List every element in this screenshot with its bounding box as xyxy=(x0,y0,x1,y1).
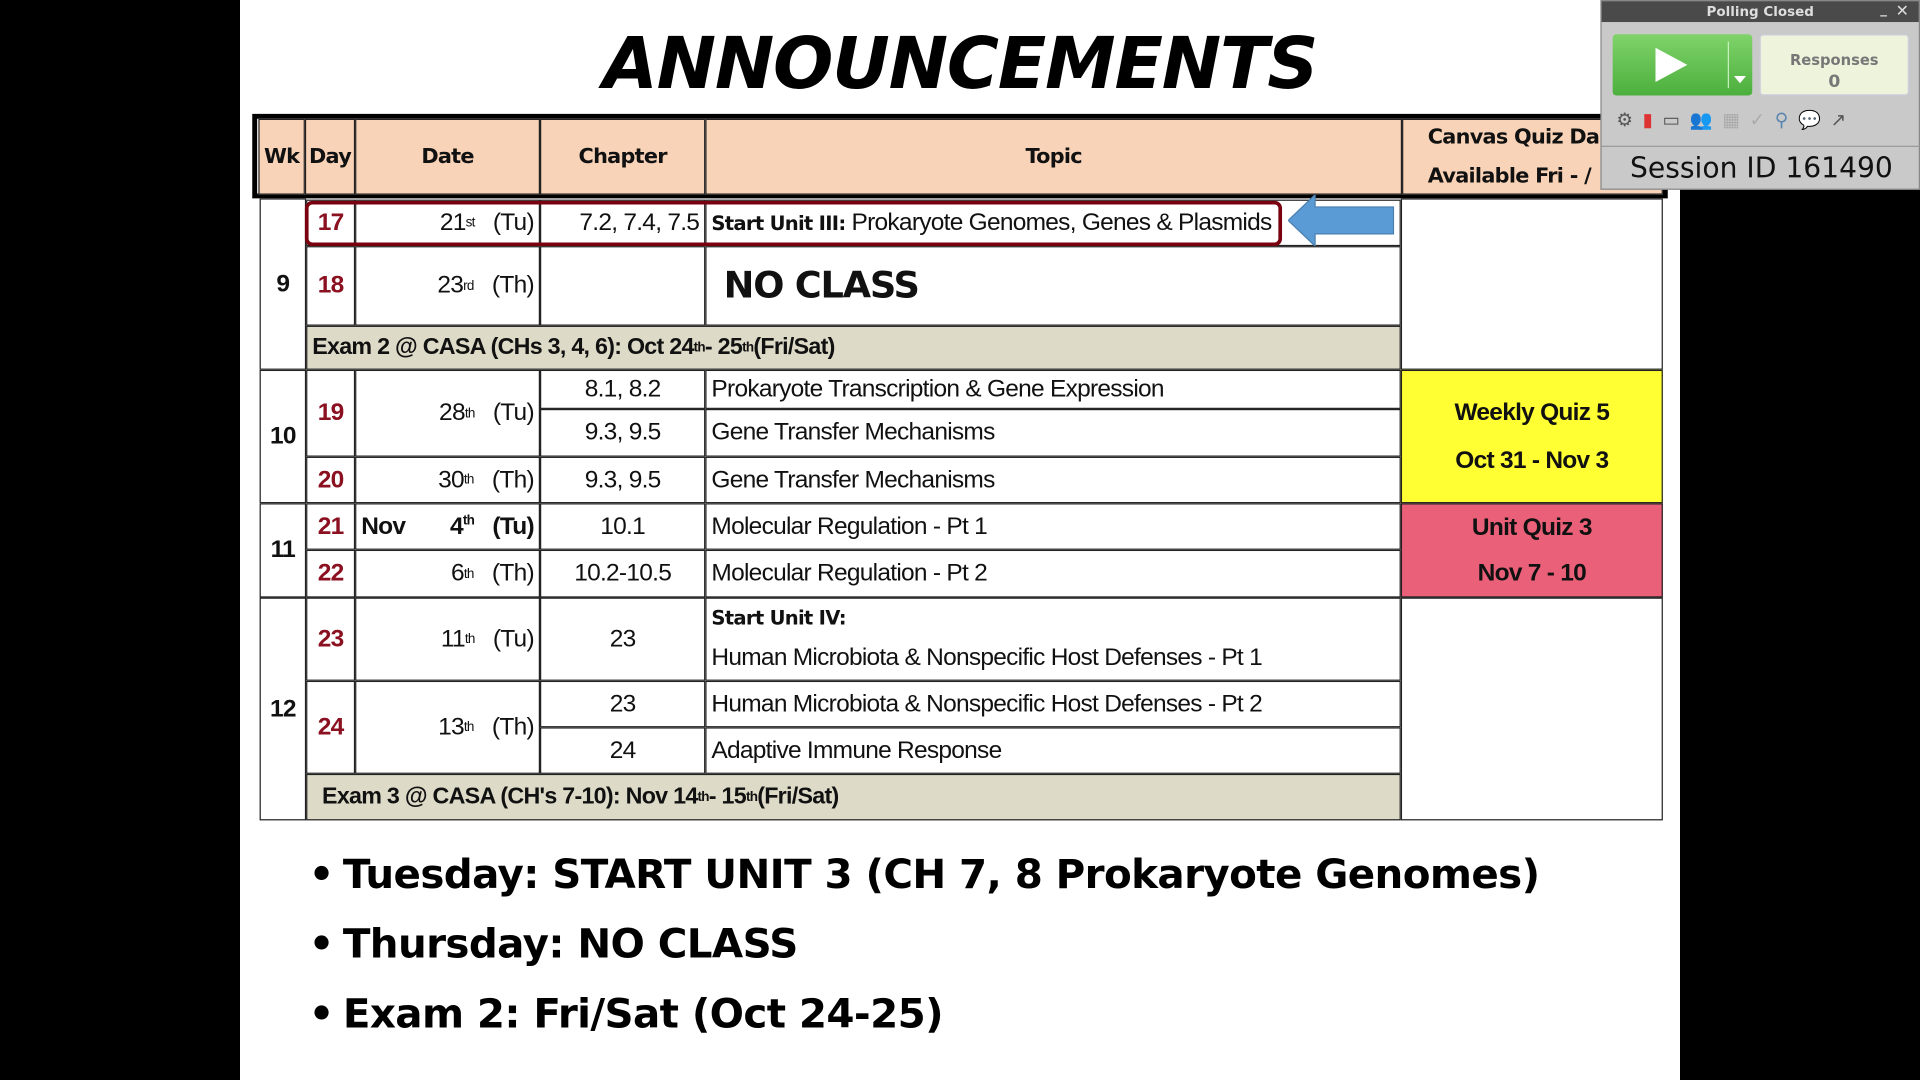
day-cell: 20 xyxy=(306,456,356,504)
header-canvas-line2: Available Fri - / xyxy=(1427,164,1592,189)
topic-cell: Start Unit III: Prokaryote Genomes, Gene… xyxy=(705,199,1401,247)
chat-icon[interactable]: 💬 xyxy=(1797,110,1821,132)
header-date: Date xyxy=(355,118,541,195)
header-chapter: Chapter xyxy=(540,118,706,195)
header-canvas-line1: Canvas Quiz Da xyxy=(1427,124,1600,150)
arrow-left-icon xyxy=(1288,194,1395,247)
chapter-cell xyxy=(540,246,706,326)
day-cell: 23 xyxy=(306,597,356,681)
presentation-icon[interactable]: ▭ xyxy=(1662,110,1680,132)
chapter-cell: 23 xyxy=(540,597,706,681)
topic-cell: Prokaryote Transcription & Gene Expressi… xyxy=(705,369,1401,409)
close-button[interactable]: ✕ xyxy=(1895,2,1909,21)
date-cell: Nov 4th (Tu) xyxy=(355,503,541,550)
polling-widget: Polling Closed _ ✕ Responses 0 ⚙ ▮ ▭ 👥 ▦ … xyxy=(1600,0,1920,190)
unit-quiz-3-cell: Unit Quiz 3 Nov 7 - 10 xyxy=(1400,503,1663,598)
chapter-cell: 24 xyxy=(540,727,706,774)
bar-chart-icon[interactable]: ▮ xyxy=(1642,110,1653,132)
day-cell: 17 xyxy=(306,199,356,247)
day-cell: 18 xyxy=(306,246,356,326)
wk-cell: 9 xyxy=(259,198,307,370)
uniform-icon[interactable]: ⚲ xyxy=(1774,110,1789,132)
topic-cell: Start Unit IV: Human Microbiota & Nonspec… xyxy=(705,597,1401,681)
bullet-item: • Thursday: NO CLASS xyxy=(308,919,799,968)
polling-title: Polling Closed xyxy=(1706,3,1814,20)
chevron-down-icon[interactable] xyxy=(1733,75,1747,85)
chapter-cell: 9.3, 9.5 xyxy=(540,408,706,457)
topic-cell: Human Microbiota & Nonspecific Host Defe… xyxy=(705,680,1401,728)
start-polling-button[interactable] xyxy=(1612,34,1753,96)
bullet-item: • Exam 2: Fri/Sat (Oct 24-25) xyxy=(308,989,944,1038)
header-topic: Topic xyxy=(705,118,1403,195)
day-cell: 24 xyxy=(306,680,356,774)
chapter-cell: 10.1 xyxy=(540,503,706,550)
responses-box: Responses 0 xyxy=(1759,34,1909,96)
wk-cell: 10 xyxy=(259,369,307,504)
bullet-item: • Tuesday: START UNIT 3 (CH 7, 8 Prokaryo… xyxy=(308,849,1540,898)
header-wk: Wk xyxy=(258,118,305,195)
responses-count: 0 xyxy=(1828,72,1841,92)
header-day: Day xyxy=(304,118,356,195)
chapter-cell: 8.1, 8.2 xyxy=(540,369,706,409)
grid-icon[interactable]: ▦ xyxy=(1722,110,1740,132)
weekly-quiz-5-cell: Weekly Quiz 5 Oct 31 - Nov 3 xyxy=(1400,369,1663,504)
responses-label: Responses xyxy=(1789,51,1879,69)
topic-cell: Gene Transfer Mechanisms xyxy=(705,408,1401,457)
chapter-cell: 23 xyxy=(540,680,706,728)
chapter-cell: 9.3, 9.5 xyxy=(540,456,706,504)
topic-cell: Gene Transfer Mechanisms xyxy=(705,456,1401,504)
topic-cell: Adaptive Immune Response xyxy=(705,727,1401,774)
highlight-box xyxy=(304,200,1283,247)
topic-cell: Molecular Regulation - Pt 2 xyxy=(705,549,1401,598)
participants-icon[interactable]: 👥 xyxy=(1689,110,1713,132)
day-cell: 21 xyxy=(306,503,356,550)
minimize-button[interactable]: _ xyxy=(1880,1,1887,18)
check-icon[interactable]: ✓ xyxy=(1749,110,1765,132)
polling-toolbar: ⚙ ▮ ▭ 👥 ▦ ✓ ⚲ 💬 ↗ xyxy=(1607,104,1916,136)
day-cell: 19 xyxy=(306,369,356,457)
topic-cell: Molecular Regulation - Pt 1 xyxy=(705,503,1401,550)
slide-title: ANNOUNCEMENTS xyxy=(602,22,1318,106)
session-id: Session ID 161490 xyxy=(1601,145,1920,190)
chapter-cell: 10.2-10.5 xyxy=(540,549,706,598)
popout-icon[interactable]: ↗ xyxy=(1830,110,1847,132)
play-icon xyxy=(1655,47,1688,83)
settings-icon[interactable]: ⚙ xyxy=(1616,110,1633,132)
canvas-empty-cell xyxy=(1400,198,1663,370)
canvas-empty-cell xyxy=(1400,597,1663,821)
topic-cell: NO CLASS xyxy=(705,246,1401,326)
wk-cell: 11 xyxy=(259,503,307,598)
polling-titlebar: Polling Closed _ ✕ xyxy=(1601,1,1919,23)
day-cell: 22 xyxy=(306,549,356,598)
wk-cell: 12 xyxy=(259,597,307,821)
